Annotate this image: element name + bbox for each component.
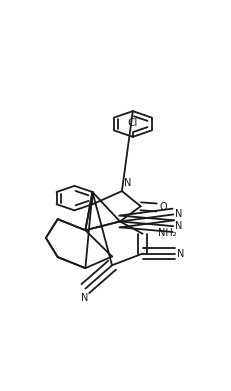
- Text: N: N: [81, 293, 88, 303]
- Text: Cl: Cl: [128, 118, 138, 128]
- Text: NH₂: NH₂: [158, 228, 176, 238]
- Text: N: N: [124, 178, 132, 188]
- Text: N: N: [175, 221, 182, 231]
- Text: O: O: [159, 203, 167, 212]
- Text: N: N: [175, 210, 182, 219]
- Text: N: N: [177, 249, 185, 258]
